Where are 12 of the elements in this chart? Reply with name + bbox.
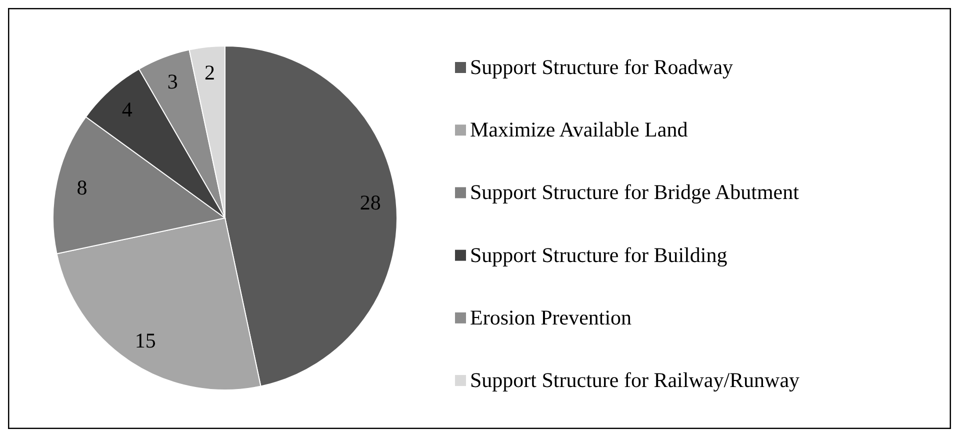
legend-label: Support Structure for Bridge Abutment [470, 180, 800, 204]
data-label: 3 [167, 70, 178, 94]
legend-label: Support Structure for Roadway [470, 55, 734, 79]
legend-label: Erosion Prevention [470, 305, 632, 330]
data-label: 15 [134, 328, 156, 353]
legend-label: Support Structure for Railway/Runway [470, 368, 800, 392]
data-label: 8 [76, 176, 88, 200]
data-label: 28 [360, 190, 381, 215]
data-label: 2 [204, 60, 215, 85]
legend-label: Support Structure for Building [470, 242, 728, 267]
data-label: 4 [122, 97, 133, 122]
legend-label: Maximize Available Land [470, 118, 688, 142]
